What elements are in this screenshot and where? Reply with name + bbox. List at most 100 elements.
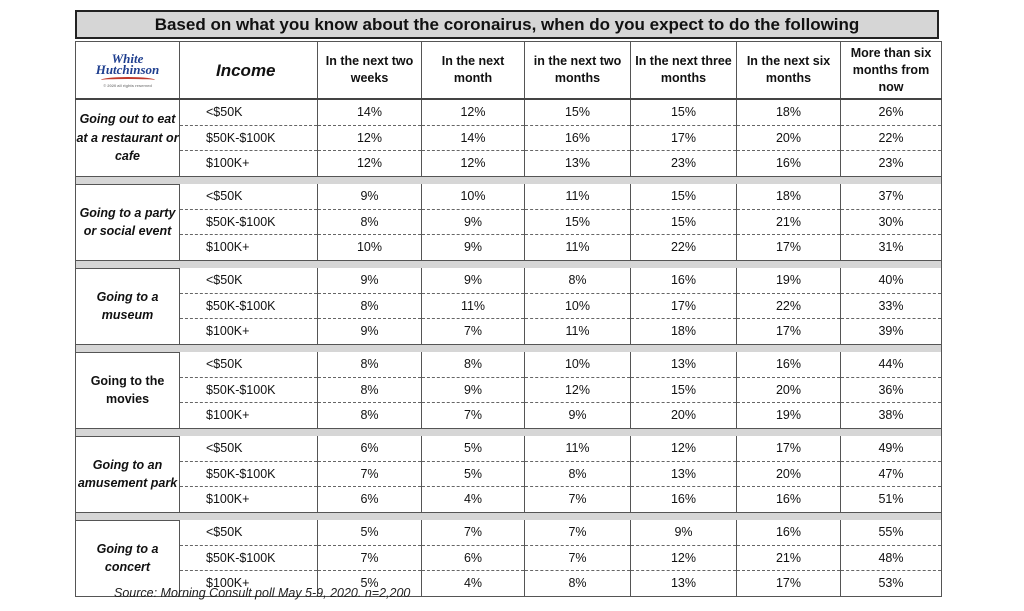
value-cell: 38% <box>840 402 942 429</box>
value-cell: 47% <box>840 461 942 487</box>
separator-band <box>75 344 942 352</box>
table-row: $100K+ 10% 9% 11% 22% 17% 31% <box>76 234 942 261</box>
value-cell: 11% <box>421 293 525 319</box>
separator-band <box>75 428 942 436</box>
value-cell: 16% <box>736 486 841 513</box>
col-header: In the next month <box>421 41 525 100</box>
activity-label: Going to the movies <box>75 351 180 429</box>
value-cell: 17% <box>736 318 841 345</box>
value-cell: 8% <box>317 209 422 235</box>
value-cell: 4% <box>421 570 525 597</box>
value-cell: 5% <box>317 570 422 597</box>
separator-band <box>75 176 942 184</box>
separator-band <box>75 512 942 520</box>
table-row: Going out to eat at a restaurant or cafe… <box>75 98 942 177</box>
value-cell: 20% <box>736 377 841 403</box>
logo-line1: White <box>111 51 144 66</box>
value-cell: 20% <box>736 461 841 487</box>
table-row: $100K+ 8% 7% 9% 20% 19% 38% <box>76 402 942 429</box>
value-cell: 6% <box>317 436 422 462</box>
value-cell: 55% <box>840 520 942 546</box>
table-title: Based on what you know about the coronai… <box>75 10 939 39</box>
col-header: In the next two weeks <box>317 41 422 100</box>
value-cell: 22% <box>630 234 737 261</box>
value-cell: 8% <box>524 461 631 487</box>
value-cell: 13% <box>630 352 737 378</box>
value-cell: 44% <box>840 352 942 378</box>
value-cell: 13% <box>630 570 737 597</box>
table-row: $50K-$100K 8% 9% 12% 15% 20% 36% <box>76 377 942 403</box>
separator-band <box>75 260 942 268</box>
value-cell: 10% <box>524 293 631 319</box>
table-row: Going to an amusement park <$50K 6% 5% 11% 12… <box>75 435 942 513</box>
income-cell: $50K-$100K <box>179 209 318 235</box>
value-cell: 18% <box>736 184 841 210</box>
value-cell: 6% <box>317 486 422 513</box>
table-row: $100K+ 12% 12% 13% 23% 16% 23% <box>76 150 942 177</box>
value-cell: 4% <box>421 486 525 513</box>
income-cell: $50K-$100K <box>179 293 318 319</box>
value-cell: 9% <box>421 209 525 235</box>
value-cell: 8% <box>317 402 422 429</box>
value-cell: 53% <box>840 570 942 597</box>
value-cell: 5% <box>421 436 525 462</box>
value-cell: 18% <box>630 318 737 345</box>
income-cell: $50K-$100K <box>179 545 318 571</box>
value-cell: 10% <box>524 352 631 378</box>
income-cell: <$50K <box>179 520 318 546</box>
value-cell: 8% <box>524 570 631 597</box>
income-cell: $50K-$100K <box>179 461 318 487</box>
value-cell: 12% <box>630 436 737 462</box>
group-separator <box>75 428 942 436</box>
value-cell: 7% <box>421 402 525 429</box>
value-cell: 8% <box>317 352 422 378</box>
income-cell: $100K+ <box>179 570 318 597</box>
value-cell: 9% <box>317 268 422 294</box>
value-cell: 17% <box>630 293 737 319</box>
value-cell: 33% <box>840 293 942 319</box>
table-row: $50K-$100K 12% 14% 16% 17% 20% 22% <box>76 125 942 151</box>
value-cell: 12% <box>524 377 631 403</box>
value-cell: 30% <box>840 209 942 235</box>
value-cell: 10% <box>317 234 422 261</box>
group-separator <box>75 176 942 184</box>
logo-cell: White Hutchinson © 2020 all rights reser… <box>75 41 180 100</box>
value-cell: 39% <box>840 318 942 345</box>
value-cell: 36% <box>840 377 942 403</box>
value-cell: 23% <box>840 150 942 177</box>
table-row: $50K-$100K 7% 5% 8% 13% 20% 47% <box>76 461 942 487</box>
table-row: $50K-$100K 7% 6% 7% 12% 21% 48% <box>76 545 942 571</box>
income-cell: $100K+ <box>179 486 318 513</box>
income-cell: $50K-$100K <box>179 377 318 403</box>
activity-label: Going to a concert <box>75 519 180 597</box>
value-cell: 14% <box>317 99 422 126</box>
value-cell: 15% <box>630 377 737 403</box>
value-cell: 19% <box>736 268 841 294</box>
value-cell: 17% <box>736 436 841 462</box>
table-row: Going to a party or social event <$50K 9% 1… <box>75 183 942 261</box>
value-cell: 13% <box>630 461 737 487</box>
value-cell: 12% <box>317 125 422 151</box>
value-cell: 17% <box>630 125 737 151</box>
value-cell: 51% <box>840 486 942 513</box>
income-cell: <$50K <box>179 184 318 210</box>
value-cell: 40% <box>840 268 942 294</box>
logo-swoosh <box>100 77 155 83</box>
value-cell: 21% <box>736 209 841 235</box>
value-cell: 49% <box>840 436 942 462</box>
value-cell: 11% <box>524 436 631 462</box>
value-cell: 15% <box>630 99 737 126</box>
income-cell: $100K+ <box>179 150 318 177</box>
value-cell: 12% <box>421 99 525 126</box>
value-cell: 9% <box>630 520 737 546</box>
table-row: $50K-$100K 8% 9% 15% 15% 21% 30% <box>76 209 942 235</box>
value-cell: 12% <box>317 150 422 177</box>
value-cell: 7% <box>524 486 631 513</box>
group-separator <box>75 260 942 268</box>
value-cell: 19% <box>736 402 841 429</box>
logo-copyright: © 2020 all rights reserved <box>103 83 152 88</box>
value-cell: 10% <box>421 184 525 210</box>
table-row: $100K+ 5% 4% 8% 13% 17% 53% <box>76 570 942 597</box>
table-row: Going to a concert <$50K 5% 7% 7% 9% 16% 55% <box>75 519 942 597</box>
income-cell: <$50K <box>179 352 318 378</box>
